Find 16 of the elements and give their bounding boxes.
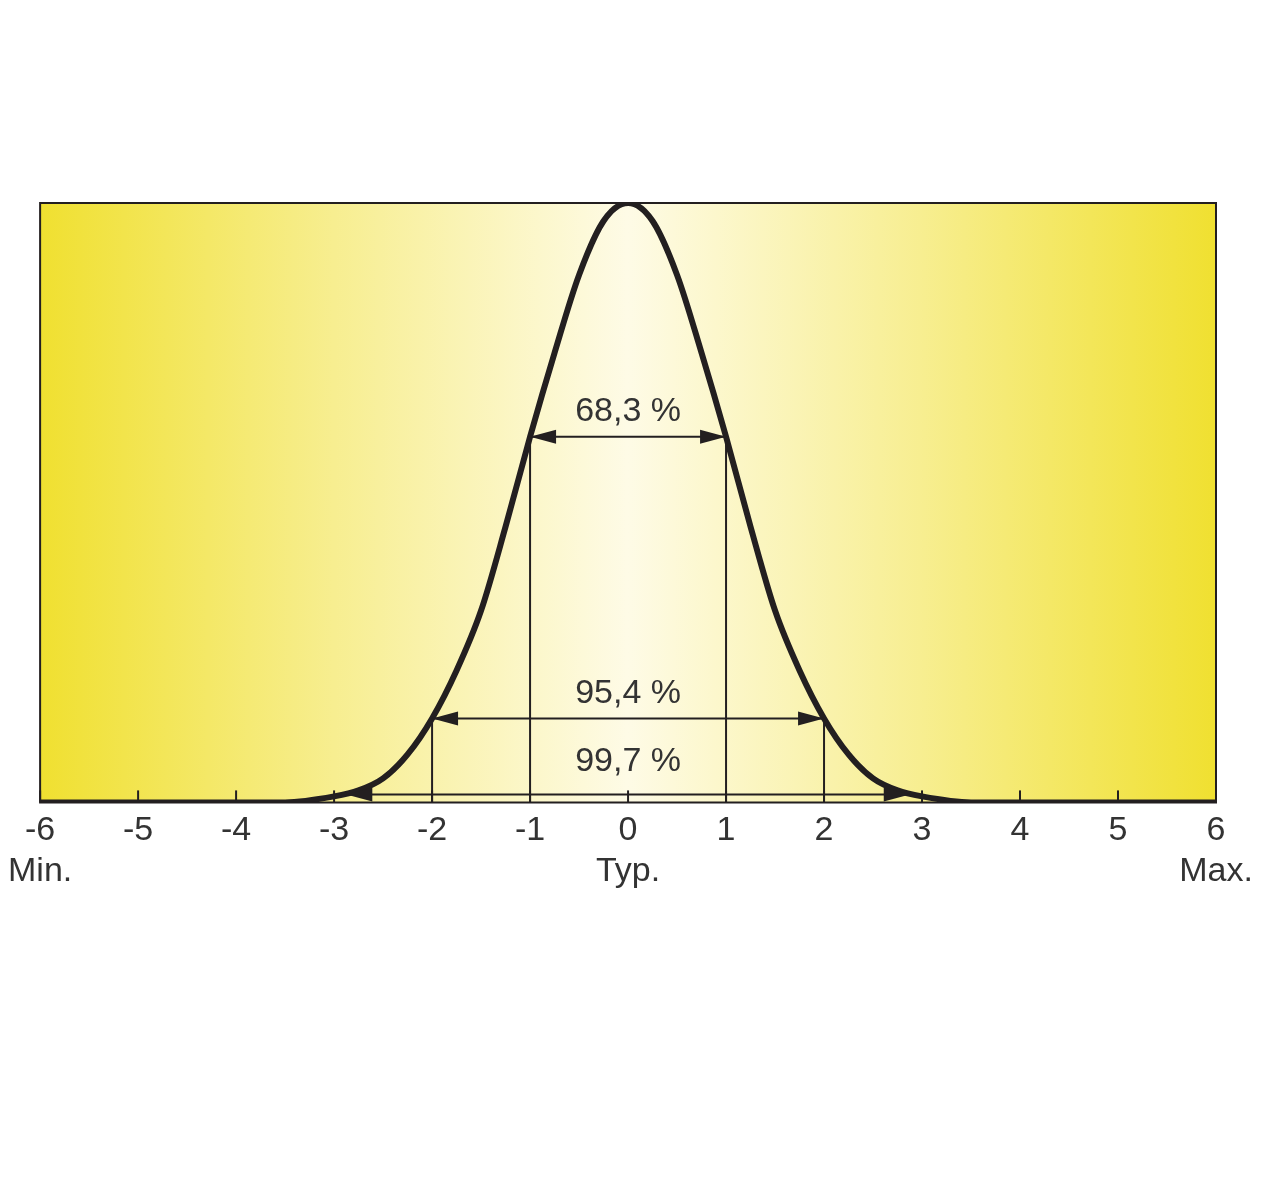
x-tick-label: -6 Min. <box>8 809 73 888</box>
x-tick-label: 2 <box>814 809 834 848</box>
annotation: 68,3 % <box>575 390 681 429</box>
x-tick-label: 4 <box>1010 809 1030 848</box>
x-tick-label: -5 <box>122 809 154 848</box>
x-tick-label: -4 <box>220 809 252 848</box>
x-tick-label: -3 <box>318 809 350 848</box>
x-tick-label: -2 <box>416 809 448 848</box>
x-tick-label: 6 Max. <box>1179 809 1253 888</box>
annotation: 99,7 % <box>575 739 681 778</box>
annotation: 95,4 % <box>575 671 681 710</box>
x-tick-label: 0 Typ. <box>595 809 661 888</box>
x-tick-label: 1 <box>716 809 736 848</box>
x-tick-label: 3 <box>912 809 932 848</box>
x-tick-label: -1 <box>514 809 546 848</box>
x-tick-label: 5 <box>1108 809 1128 848</box>
